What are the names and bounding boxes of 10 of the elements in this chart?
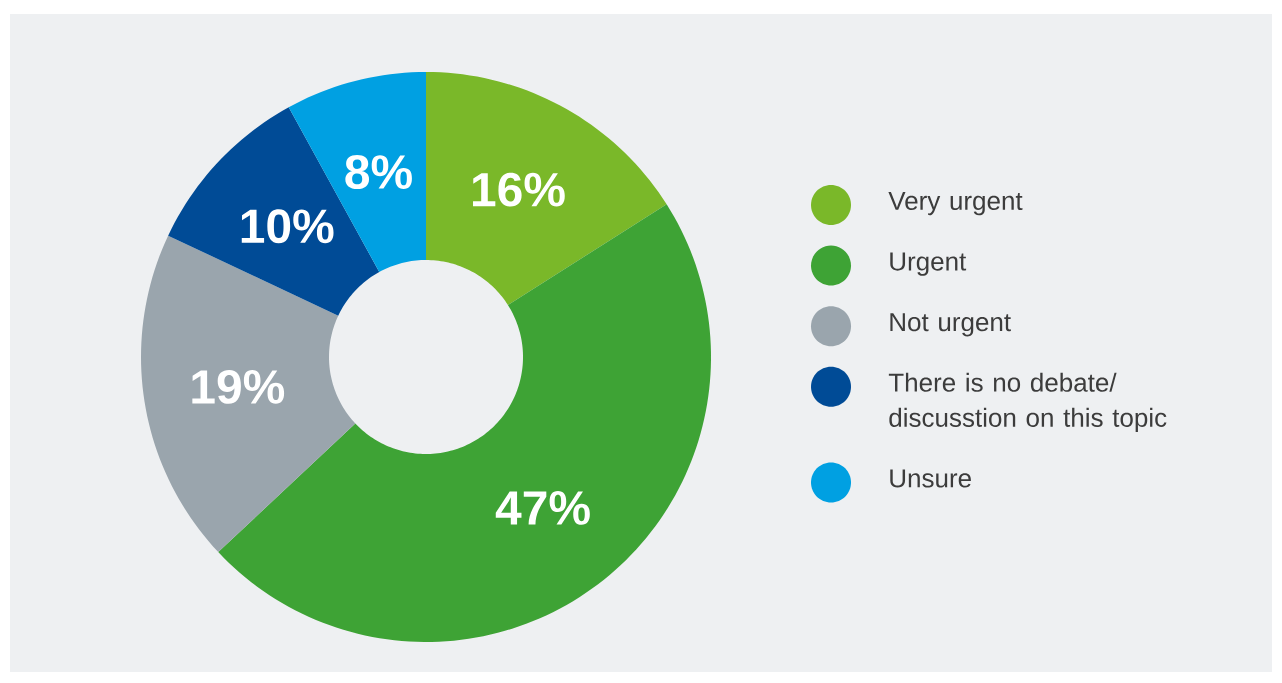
legend-label: Urgent — [890, 252, 967, 276]
legend-label: Unsure — [890, 469, 971, 488]
data-label: 19% — [192, 369, 285, 404]
data-label: 16% — [473, 172, 565, 207]
data-label: 8% — [345, 155, 412, 189]
legend-label: There is no debate/ discusstion on this topic — [888, 372, 1167, 433]
legend-label: Very urgent — [888, 191, 1023, 216]
data-label: 47% — [495, 491, 590, 525]
data-label: 10% — [241, 209, 334, 244]
legend-label: Not urgent — [890, 313, 1011, 337]
